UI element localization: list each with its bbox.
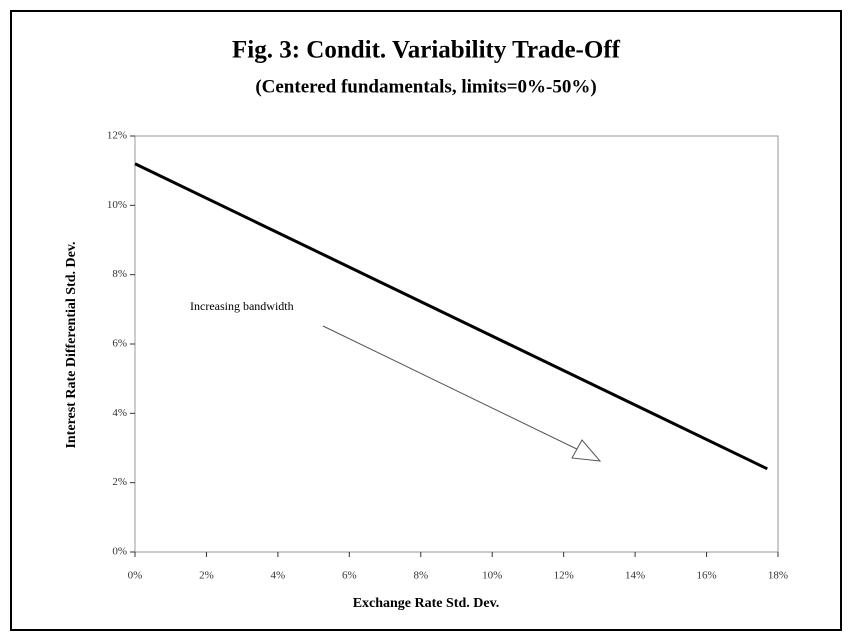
y-tick-label: 8% bbox=[112, 268, 127, 280]
x-tick-label: 10% bbox=[482, 570, 502, 582]
y-tick-label: 2% bbox=[112, 476, 127, 488]
x-tick-label: 2% bbox=[199, 570, 214, 582]
x-tick-label: 14% bbox=[625, 570, 645, 582]
x-tick-label: 18% bbox=[768, 570, 788, 582]
x-tick-label: 4% bbox=[271, 570, 286, 582]
annotation-arrow bbox=[322, 325, 602, 462]
data-line bbox=[134, 162, 768, 471]
y-axis-label: Interest Rate Differential Std. Dev. bbox=[64, 241, 79, 448]
x-tick-label: 8% bbox=[413, 570, 428, 582]
chart-title: Fig. 3: Condit. Variability Trade-Off bbox=[232, 37, 621, 64]
frame bbox=[10, 10, 842, 631]
x-tick-label: 12% bbox=[554, 570, 574, 582]
y-tick-label: 0% bbox=[112, 546, 127, 558]
x-tick-label: 6% bbox=[342, 570, 357, 582]
y-tick-label: 10% bbox=[107, 199, 127, 211]
x-axis-label: Exchange Rate Std. Dev. bbox=[353, 596, 500, 611]
plot-area bbox=[134, 135, 779, 553]
x-tick-label: 0% bbox=[128, 570, 143, 582]
chart-subtitle: (Centered fundamentals, limits=0%-50%) bbox=[255, 76, 596, 97]
x-tick-label: 16% bbox=[696, 570, 716, 582]
annotation: Increasing bandwidth bbox=[190, 299, 294, 313]
y-tick-label: 4% bbox=[112, 407, 127, 419]
y-tick-label: 12% bbox=[107, 130, 127, 142]
y-tick-label: 6% bbox=[112, 338, 127, 350]
